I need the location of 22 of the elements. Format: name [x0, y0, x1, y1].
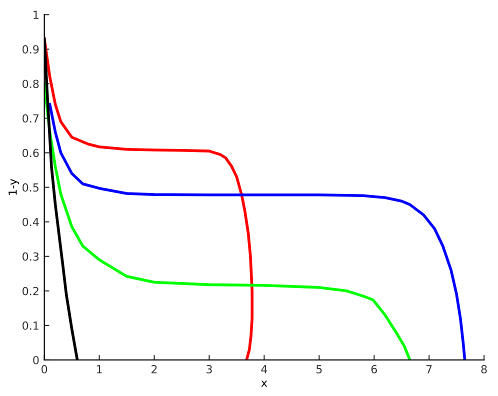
x-tick-label: 5 [316, 365, 322, 374]
y-tick-label: 0.9 [22, 45, 39, 54]
x-tick-label: 1 [96, 365, 102, 374]
x-tick-label: 0 [42, 365, 48, 374]
y-tick-label: 0.8 [22, 80, 39, 88]
y-tick-label: 0 [33, 356, 39, 364]
y-tick-label: 0.3 [22, 252, 39, 261]
x-tick-label: 6 [371, 365, 377, 374]
y-tick-label: 0.5 [22, 183, 38, 192]
x-tick-label: 4 [261, 365, 268, 374]
y-tick-label: 1 [34, 10, 38, 19]
x-tick-label: 8 [481, 365, 487, 374]
y-axis-title: 1-y [8, 178, 20, 195]
y-tick-label: 0.4 [22, 218, 39, 226]
x-tick-label: 7 [426, 365, 432, 374]
x-tick-label: 3 [206, 365, 212, 374]
x-axis-title: x [261, 380, 268, 387]
x-tick-label: 2 [152, 365, 157, 374]
y-tick-label: 0.6 [22, 148, 39, 158]
y-tick-label: 0.2 [22, 286, 38, 296]
y-tick-label: 0.7 [22, 114, 39, 123]
y-tick-label: 0.1 [22, 321, 38, 330]
